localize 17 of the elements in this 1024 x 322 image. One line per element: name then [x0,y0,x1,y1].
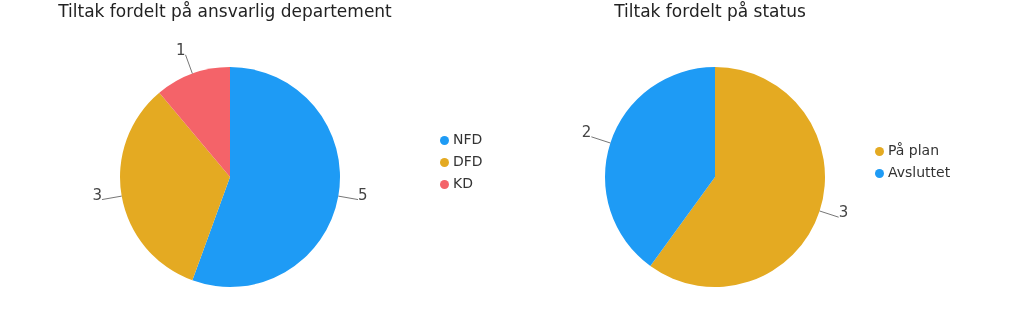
data-label: 3 [838,203,849,222]
data-label: 1 [175,40,186,59]
pie-slice [159,67,230,177]
pie-slice [120,92,230,281]
data-label: 2 [581,122,592,141]
legend-label: KD [453,175,473,191]
legend-label: Avsluttet [888,164,951,180]
legend-label: NFD [453,131,483,147]
pie-slice [192,67,340,287]
pie-slice [650,67,825,287]
chart-title: Tiltak fordelt på status [613,0,807,22]
data-label: 5 [358,185,368,204]
data-label: 3 [92,185,102,204]
legend-label: DFD [453,153,483,169]
pie-slice [605,67,715,266]
chart-title: Tiltak fordelt på ansvarlig departement [57,0,393,22]
legend-label: På plan [888,142,940,158]
